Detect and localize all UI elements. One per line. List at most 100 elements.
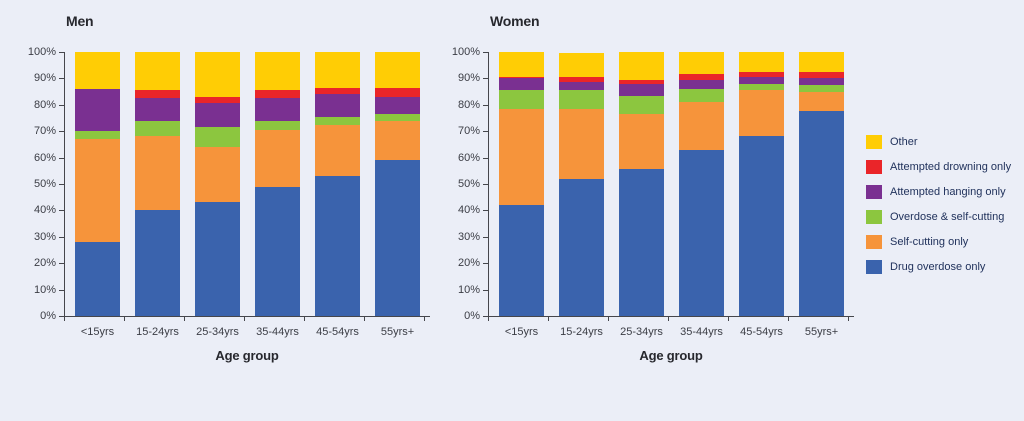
x-tick-mark	[488, 317, 489, 321]
x-axis-title: Age group	[639, 348, 703, 363]
y-tick-mark	[59, 157, 64, 159]
men-chart-title: Men	[66, 13, 94, 29]
legend-label: Overdose & self-cutting	[890, 211, 1005, 223]
bar-segment	[799, 111, 844, 316]
y-tick-label: 30%	[33, 230, 56, 243]
y-tick-label: 30%	[457, 230, 480, 243]
x-tick-mark	[668, 317, 669, 321]
legend-label: Self-cutting only	[890, 236, 969, 248]
bar-segment	[315, 116, 360, 125]
x-category-label: 35-44yrs	[256, 326, 299, 338]
y-tick-mark	[59, 104, 64, 106]
bar-segment	[499, 90, 544, 109]
women-chart-title: Women	[490, 13, 540, 29]
bar-segment	[679, 79, 724, 89]
y-tick-mark	[59, 263, 64, 265]
y-tick-mark	[59, 289, 64, 291]
legend-label: Drug overdose only	[890, 261, 986, 273]
bar-segment	[255, 186, 300, 316]
x-category-label: 45-54yrs	[316, 326, 359, 338]
y-tick-label: 40%	[33, 204, 56, 217]
y-tick-mark	[483, 316, 488, 317]
x-tick-mark	[548, 317, 549, 321]
bar-segment	[315, 52, 360, 88]
x-category-label: <15yrs	[504, 326, 539, 338]
x-category-label: <15yrs	[80, 326, 115, 338]
legend-swatch	[866, 160, 882, 174]
bar-segment	[559, 90, 604, 109]
bar-segment	[619, 95, 664, 115]
bar-segment	[499, 205, 544, 316]
bar-segment	[499, 108, 544, 206]
bar-segment	[499, 52, 544, 78]
bar-segment	[739, 83, 784, 91]
x-tick-mark	[424, 317, 425, 321]
y-tick-label: 20%	[33, 257, 56, 270]
x-tick-mark	[364, 317, 365, 321]
bar-segment	[799, 71, 844, 79]
y-tick-label: 0%	[40, 310, 56, 322]
bar-segment	[375, 52, 420, 88]
y-tick-label: 10%	[457, 283, 480, 296]
y-tick-mark	[483, 157, 488, 159]
bar-segment	[375, 114, 420, 121]
y-tick-label: 50%	[457, 178, 480, 190]
bar-segment	[315, 176, 360, 316]
x-axis-title: Age group	[215, 348, 279, 363]
bar-segment	[739, 52, 784, 72]
bar-segment	[619, 169, 664, 316]
x-category-label: 55yrs+	[804, 326, 839, 338]
y-tick-label: 70%	[457, 125, 480, 138]
x-category-label: 15-24yrs	[136, 326, 179, 338]
y-tick-label: 80%	[33, 98, 56, 111]
y-tick-label: 60%	[457, 151, 480, 164]
legend-item: Drug overdose only	[862, 258, 1022, 283]
bar-segment	[679, 102, 724, 150]
bar-segment	[75, 131, 120, 140]
bar-segment	[255, 52, 300, 91]
bar-segment	[679, 149, 724, 316]
x-tick-mark	[608, 317, 609, 321]
x-tick-mark	[788, 317, 789, 321]
y-tick-label: 0%	[464, 310, 480, 322]
y-tick-label: 10%	[33, 283, 56, 296]
y-tick-mark	[483, 289, 488, 291]
bar-segment	[135, 210, 180, 316]
legend-swatch	[866, 260, 882, 274]
y-tick-mark	[59, 52, 64, 53]
y-tick-mark	[59, 210, 64, 212]
bar-segment	[619, 52, 664, 80]
bar-segment	[739, 90, 784, 137]
y-tick-label: 50%	[33, 178, 56, 190]
y-tick-mark	[483, 104, 488, 106]
bar-segment	[135, 52, 180, 91]
x-tick-mark	[728, 317, 729, 321]
bar-segment	[679, 88, 724, 103]
y-tick-mark	[483, 210, 488, 212]
y-tick-label: 40%	[457, 204, 480, 217]
bar-segment	[499, 77, 544, 79]
bar-segment	[75, 139, 120, 243]
legend-swatch	[866, 235, 882, 249]
x-tick-mark	[64, 317, 65, 321]
legend-swatch	[866, 135, 882, 149]
legend-swatch	[866, 210, 882, 224]
bar-segment	[315, 87, 360, 95]
y-tick-mark	[483, 52, 488, 53]
men-chart: Men 0% 10% 20% 30% 40% 50% 60% 70% 80% 90% 100% <15…	[0, 0, 440, 421]
x-category-label: 55yrs+	[380, 326, 415, 338]
y-tick-label: 80%	[457, 98, 480, 111]
bar-segment	[75, 88, 120, 132]
bar-segment	[75, 242, 120, 316]
legend-item: Attempted hanging only	[862, 183, 1022, 208]
bar-segment	[75, 52, 120, 89]
bar-segment	[679, 74, 724, 80]
legend-label: Attempted drowning only	[890, 161, 1012, 173]
x-tick-mark	[124, 317, 125, 321]
bar-segment	[619, 114, 664, 170]
bar-segment	[315, 124, 360, 177]
y-axis-line	[488, 52, 489, 317]
x-category-label: 15-24yrs	[560, 326, 603, 338]
bar-segment	[255, 129, 300, 187]
bar-segment	[315, 94, 360, 117]
